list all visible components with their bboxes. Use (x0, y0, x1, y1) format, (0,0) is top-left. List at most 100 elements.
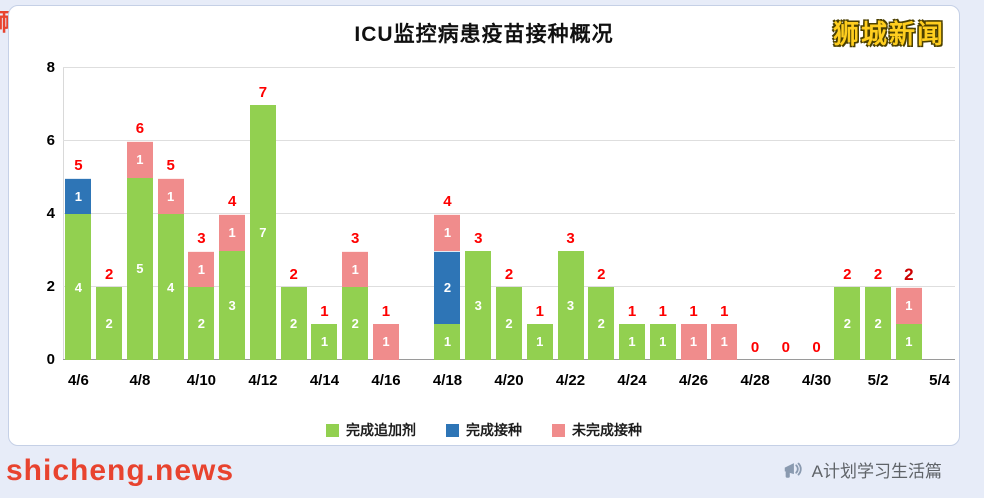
gridline-y2 (63, 286, 955, 287)
x-tick-label-4/24: 4/24 (617, 372, 647, 389)
total-label-4/18: 4 (443, 193, 452, 210)
x-tick-label-4/14: 4/14 (309, 372, 340, 389)
segment-booster: 2 (342, 287, 369, 360)
chart-title: ICU监控病患疫苗接种概况 (354, 23, 614, 46)
x-tick-label-4/16: 4/16 (371, 372, 401, 389)
segment-booster: 2 (588, 287, 615, 360)
x-tick-label-4/12: 4/12 (248, 372, 278, 389)
left-edge-watermark: 狮 (0, 2, 10, 37)
x-axis: 4/6 4/8 4/10 4/12 4/14 4/16 4/18 4/20 4/22 4/24 4/… (63, 372, 955, 394)
x-tick-label-4/20: 4/20 (494, 372, 524, 389)
segment-booster: 3 (219, 250, 246, 360)
segment-booster: 1 (434, 323, 461, 360)
segment-booster: 2 (495, 287, 522, 360)
legend-swatch-vaccinated (446, 423, 459, 437)
segment-vaccinated: 2 (434, 250, 461, 324)
gridline-y6 (63, 140, 955, 141)
bar-4/17 (401, 68, 432, 360)
total-label-4/27: 1 (720, 302, 729, 320)
total-label-4/28: 0 (750, 339, 760, 356)
x-tick-label-4/28: 4/28 (740, 372, 770, 389)
segment-not_completed: 1 (372, 323, 399, 360)
segment-booster: 4 (65, 214, 92, 360)
x-tick-label-4/10: 4/10 (186, 372, 217, 389)
credit-text: A计划学习生活篇 (811, 462, 942, 481)
total-label-4/15: 3 (351, 229, 360, 247)
total-label-4/19: 3 (474, 229, 483, 247)
segment-booster: 2 (96, 287, 123, 360)
segment-vaccinated: 1 (65, 177, 92, 214)
x-tick-label-5/2: 5/2 (867, 372, 889, 389)
total-label-4/11: 4 (227, 193, 237, 210)
bar-4/29: 0 (770, 68, 801, 360)
segment-booster: 7 (249, 104, 276, 360)
y-tick-label-8: 8 (46, 59, 55, 76)
x-tick-label-4/18: 4/18 (432, 372, 463, 389)
bar-4/30: 0 (801, 68, 832, 360)
total-label-4/23: 2 (597, 266, 606, 283)
total-label-4/26: 1 (689, 302, 698, 320)
total-label-5/2: 2 (873, 266, 883, 283)
segment-booster: 3 (557, 250, 584, 360)
segment-booster: 1 (619, 323, 646, 360)
x-tick-label-4/8: 4/8 (129, 372, 151, 389)
y-tick-label-6: 6 (46, 132, 55, 149)
segment-booster: 1 (526, 323, 553, 360)
bar-4/28: 0 (740, 68, 771, 360)
total-label-4/29: 0 (781, 339, 790, 356)
segment-not_completed: 1 (342, 250, 369, 287)
x-tick-label-5/4: 5/4 (929, 372, 951, 389)
y-axis-line (63, 68, 64, 360)
x-tick-label-4/22: 4/22 (555, 372, 586, 389)
segment-booster: 1 (895, 323, 922, 360)
legend-swatch-not_completed (552, 423, 565, 437)
total-label-4/24: 1 (627, 302, 637, 320)
segment-booster: 4 (157, 214, 184, 360)
legend-item-vaccinated: 完成接种 (446, 420, 522, 440)
gridline-y4 (63, 213, 955, 214)
total-label-4/13: 2 (289, 266, 298, 283)
total-label-4/16: 1 (381, 302, 391, 320)
y-tick-label-4: 4 (46, 205, 55, 222)
segment-not_completed: 1 (434, 214, 461, 251)
total-label-4/7: 2 (104, 266, 114, 283)
segment-booster: 1 (311, 323, 338, 360)
segment-booster: 2 (834, 287, 861, 360)
brand-watermark: 狮城新闻 (832, 19, 945, 49)
segment-booster: 1 (649, 323, 676, 360)
total-label-5/1: 2 (843, 266, 852, 283)
legend-item-booster: 完成追加剂 (326, 420, 416, 440)
segment-not_completed: 1 (219, 214, 246, 251)
bar-5/4 (924, 68, 955, 360)
total-label-4/30: 0 (812, 339, 821, 356)
x-tick-label-4/6: 4/6 (67, 372, 89, 389)
legend-label-not_completed: 未完成接种 (572, 422, 642, 438)
megaphone-icon (782, 460, 804, 479)
y-tick-label-2: 2 (46, 278, 55, 295)
segment-booster: 3 (465, 250, 492, 360)
y-tick-label-0: 0 (46, 351, 55, 368)
segment-not_completed: 1 (157, 177, 184, 214)
legend: 完成追加剂 完成接种 未完成接种 (9, 420, 959, 440)
